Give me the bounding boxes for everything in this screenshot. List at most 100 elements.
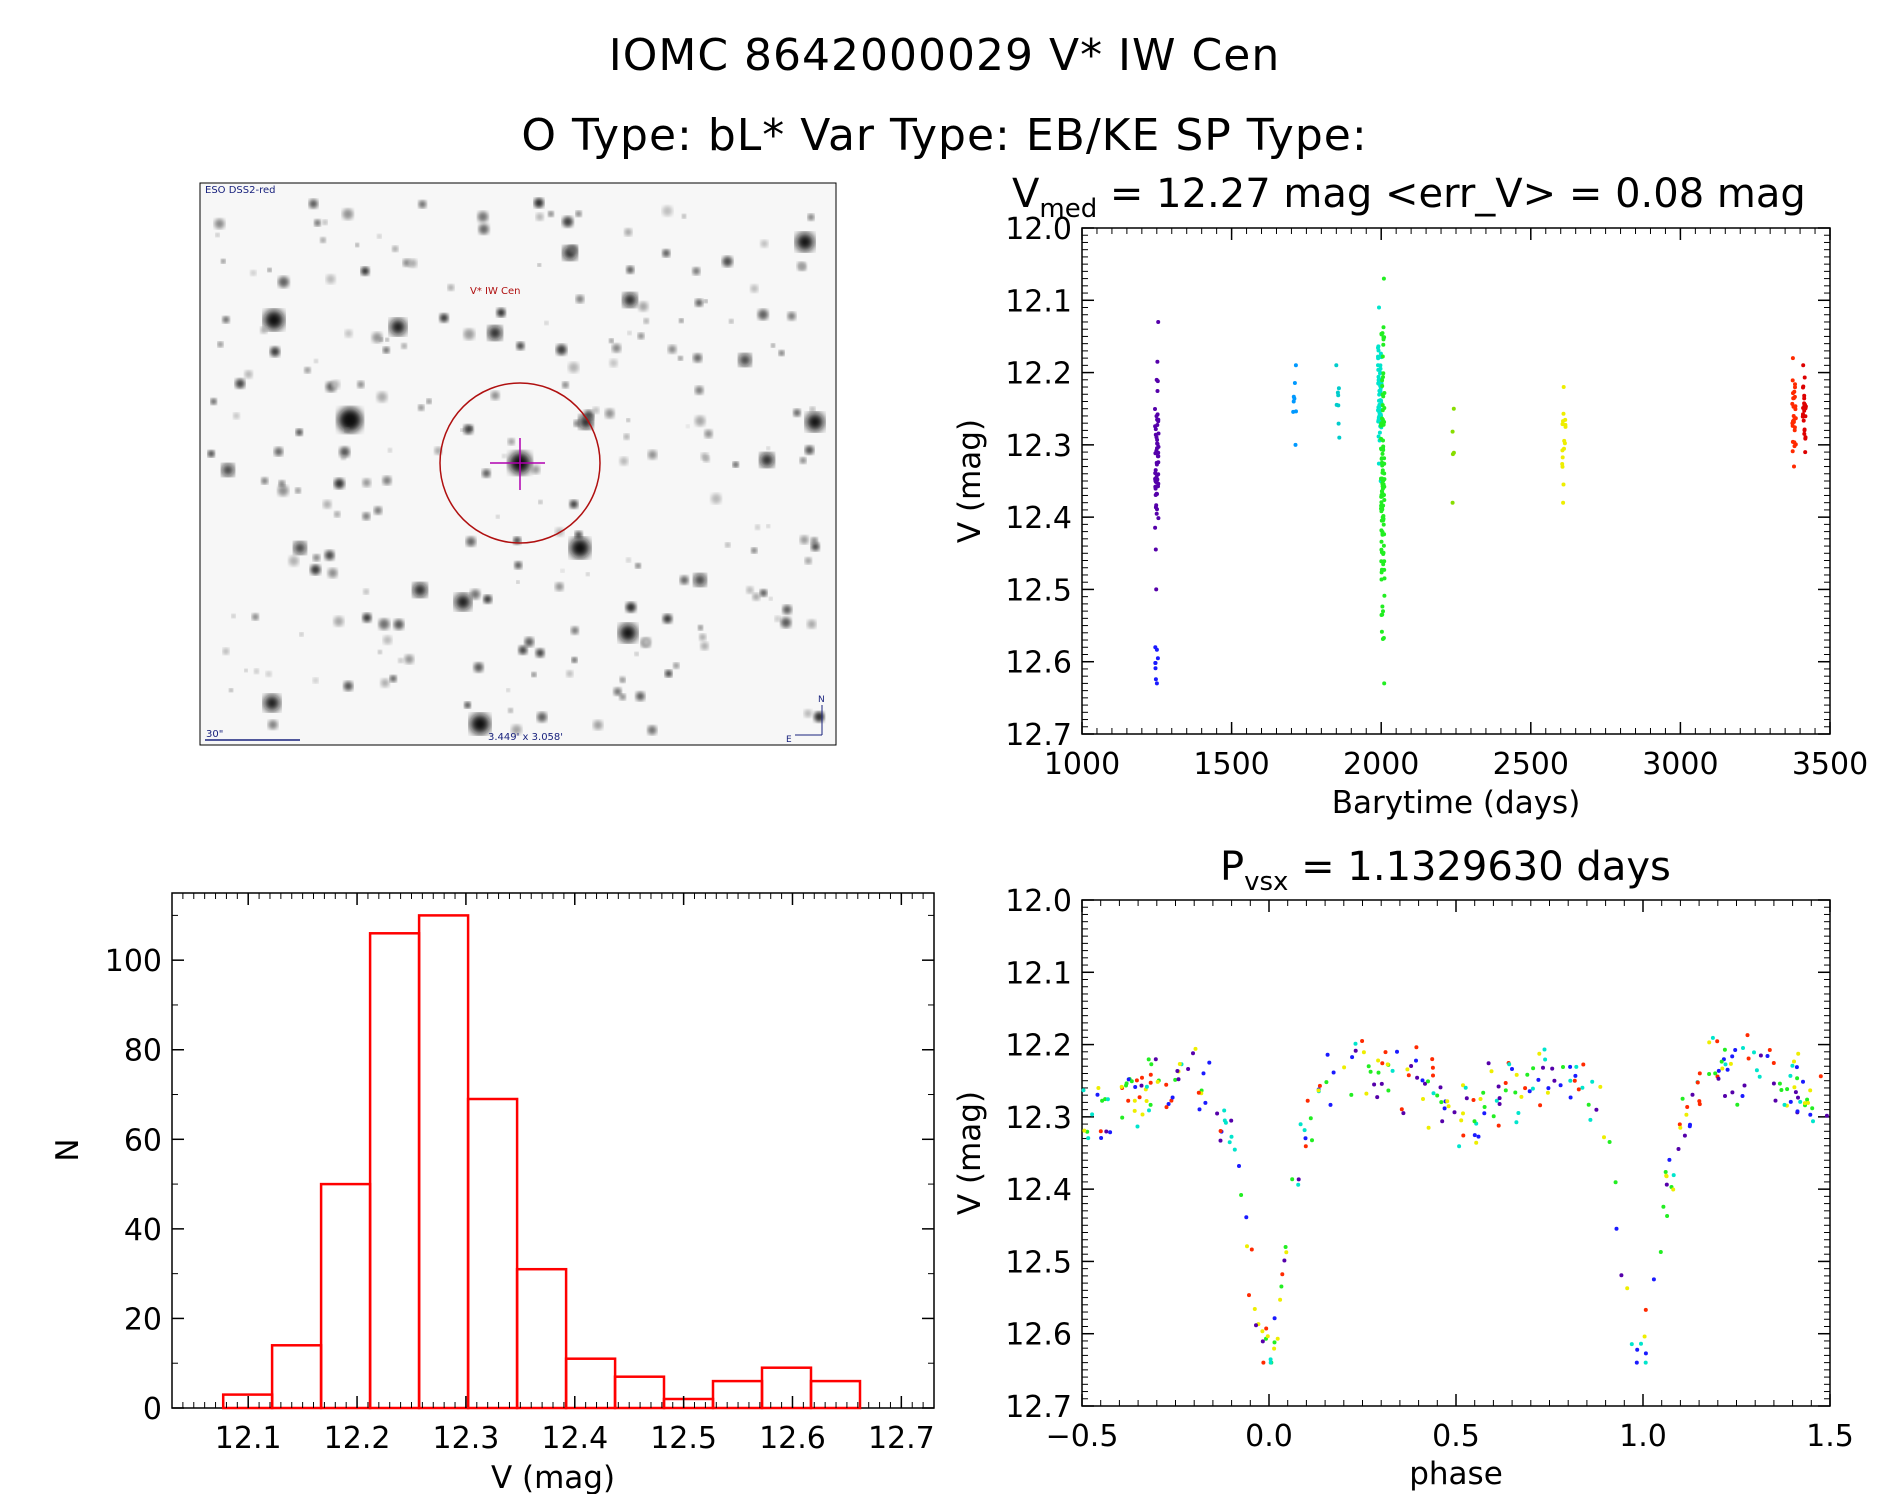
star bbox=[571, 657, 578, 663]
star bbox=[387, 448, 392, 453]
star bbox=[612, 343, 621, 353]
phase-curve-point bbox=[1658, 1250, 1663, 1254]
phase-curve-point bbox=[1723, 1094, 1727, 1098]
phase-curve-point bbox=[1713, 1071, 1718, 1076]
phase-curve-point bbox=[1237, 1164, 1241, 1168]
star bbox=[514, 561, 522, 569]
star bbox=[568, 245, 578, 254]
phase-curve-point bbox=[1771, 1081, 1776, 1086]
star bbox=[390, 319, 406, 335]
star bbox=[662, 249, 671, 258]
phase-curve-point bbox=[1802, 1101, 1807, 1106]
star bbox=[673, 662, 680, 669]
phase-curve-point bbox=[1420, 1078, 1425, 1083]
star bbox=[488, 326, 502, 340]
star bbox=[537, 712, 547, 723]
star bbox=[766, 524, 770, 528]
phase-curve-point bbox=[1805, 1097, 1810, 1102]
light-curve-point bbox=[1379, 559, 1384, 564]
phase-curve-point bbox=[1164, 1082, 1169, 1087]
star bbox=[393, 619, 404, 630]
phase-curve-point bbox=[1155, 1079, 1160, 1084]
phase-curve-point bbox=[1723, 1062, 1728, 1067]
phase-curve-point bbox=[1643, 1351, 1648, 1356]
phase-curve-point bbox=[1725, 1067, 1730, 1072]
star bbox=[703, 455, 710, 463]
phase-curve-point bbox=[1268, 1360, 1273, 1365]
image-size-label: 3.449' x 3.058' bbox=[488, 732, 563, 743]
light-curve-ytick-label: 12.4 bbox=[1005, 501, 1072, 536]
phase-curve-point bbox=[1651, 1277, 1656, 1282]
phase-curve-point bbox=[1282, 1258, 1287, 1263]
phase-curve-point bbox=[1685, 1105, 1690, 1109]
histogram-bar bbox=[613, 1375, 666, 1410]
star bbox=[254, 668, 259, 674]
star bbox=[374, 506, 382, 515]
phase-curve-point bbox=[1272, 1346, 1277, 1351]
phase-curve-point bbox=[1290, 1177, 1295, 1182]
phase-curve-point bbox=[1503, 1088, 1508, 1093]
light-curve-point bbox=[1292, 381, 1297, 385]
phase-curve-xtick-label: −0.5 bbox=[1046, 1419, 1119, 1454]
phase-curve-point bbox=[1808, 1112, 1813, 1117]
star bbox=[647, 725, 657, 735]
star bbox=[680, 575, 689, 585]
light-curve-point bbox=[1382, 498, 1387, 502]
light-curve-point bbox=[1155, 656, 1160, 661]
phase-curve-point bbox=[1153, 1057, 1158, 1062]
phase-curve-ytick-label: 12.6 bbox=[1005, 1318, 1072, 1353]
phase-curve-point bbox=[1272, 1340, 1277, 1345]
star bbox=[609, 338, 614, 343]
light-curve-point bbox=[1155, 454, 1160, 459]
histogram-bar bbox=[564, 1357, 617, 1410]
star bbox=[277, 485, 289, 496]
star bbox=[380, 678, 390, 688]
light-curve-panel: Vmed = 12.27 mag <err_V> = 0.08 mag 1000… bbox=[952, 171, 1868, 821]
light-curve-point bbox=[1563, 417, 1568, 422]
phase-curve-point bbox=[1525, 1072, 1530, 1077]
phase-curve-point bbox=[1328, 1102, 1333, 1107]
star bbox=[344, 427, 350, 433]
star bbox=[626, 418, 630, 422]
light-curve-point bbox=[1381, 446, 1385, 451]
sky-image-panel: ESO DSS2-red V* IW Cen 30" 3.449' x 3.05… bbox=[199, 182, 837, 746]
phase-curve-point bbox=[1619, 1273, 1624, 1278]
light-curve-point bbox=[1381, 375, 1385, 379]
light-curve-point bbox=[1155, 441, 1160, 446]
light-curve-point bbox=[1791, 396, 1796, 401]
phase-curve-point bbox=[1741, 1046, 1745, 1050]
phase-curve-point bbox=[1710, 1035, 1715, 1040]
light-curve-point bbox=[1292, 396, 1297, 401]
light-curve-point bbox=[1379, 528, 1384, 533]
star bbox=[627, 331, 632, 335]
phase-curve-point bbox=[1482, 1105, 1487, 1109]
star bbox=[698, 625, 703, 631]
light-curve-point bbox=[1801, 418, 1806, 423]
phase-curve-point bbox=[1435, 1093, 1440, 1098]
target-label: V* IW Cen bbox=[470, 286, 521, 297]
star bbox=[570, 538, 590, 558]
light-curve-point bbox=[1378, 398, 1383, 403]
star bbox=[268, 720, 278, 730]
star bbox=[695, 386, 704, 395]
star bbox=[620, 678, 626, 683]
phase-curve-point bbox=[1284, 1250, 1289, 1255]
phase-curve-point bbox=[1247, 1293, 1251, 1298]
phase-curve-point bbox=[1275, 1336, 1280, 1341]
light-curve-point bbox=[1153, 427, 1158, 432]
phase-curve-point bbox=[1516, 1111, 1521, 1115]
star bbox=[362, 613, 372, 623]
light-curve-frame bbox=[1081, 227, 1831, 735]
phase-curve-point bbox=[1430, 1065, 1435, 1070]
star bbox=[496, 515, 500, 519]
light-curve-point bbox=[1376, 345, 1380, 350]
light-curve-point bbox=[1155, 389, 1160, 393]
phase-curve-point bbox=[1806, 1100, 1810, 1105]
histogram-xtick-label: 12.6 bbox=[759, 1421, 826, 1456]
survey-label: ESO DSS2-red bbox=[205, 185, 275, 196]
phase-curve-point bbox=[1239, 1193, 1244, 1197]
phase-curve-point bbox=[1550, 1066, 1555, 1071]
light-curve-point bbox=[1381, 335, 1386, 340]
light-curve-point bbox=[1380, 378, 1385, 383]
star bbox=[635, 691, 645, 701]
